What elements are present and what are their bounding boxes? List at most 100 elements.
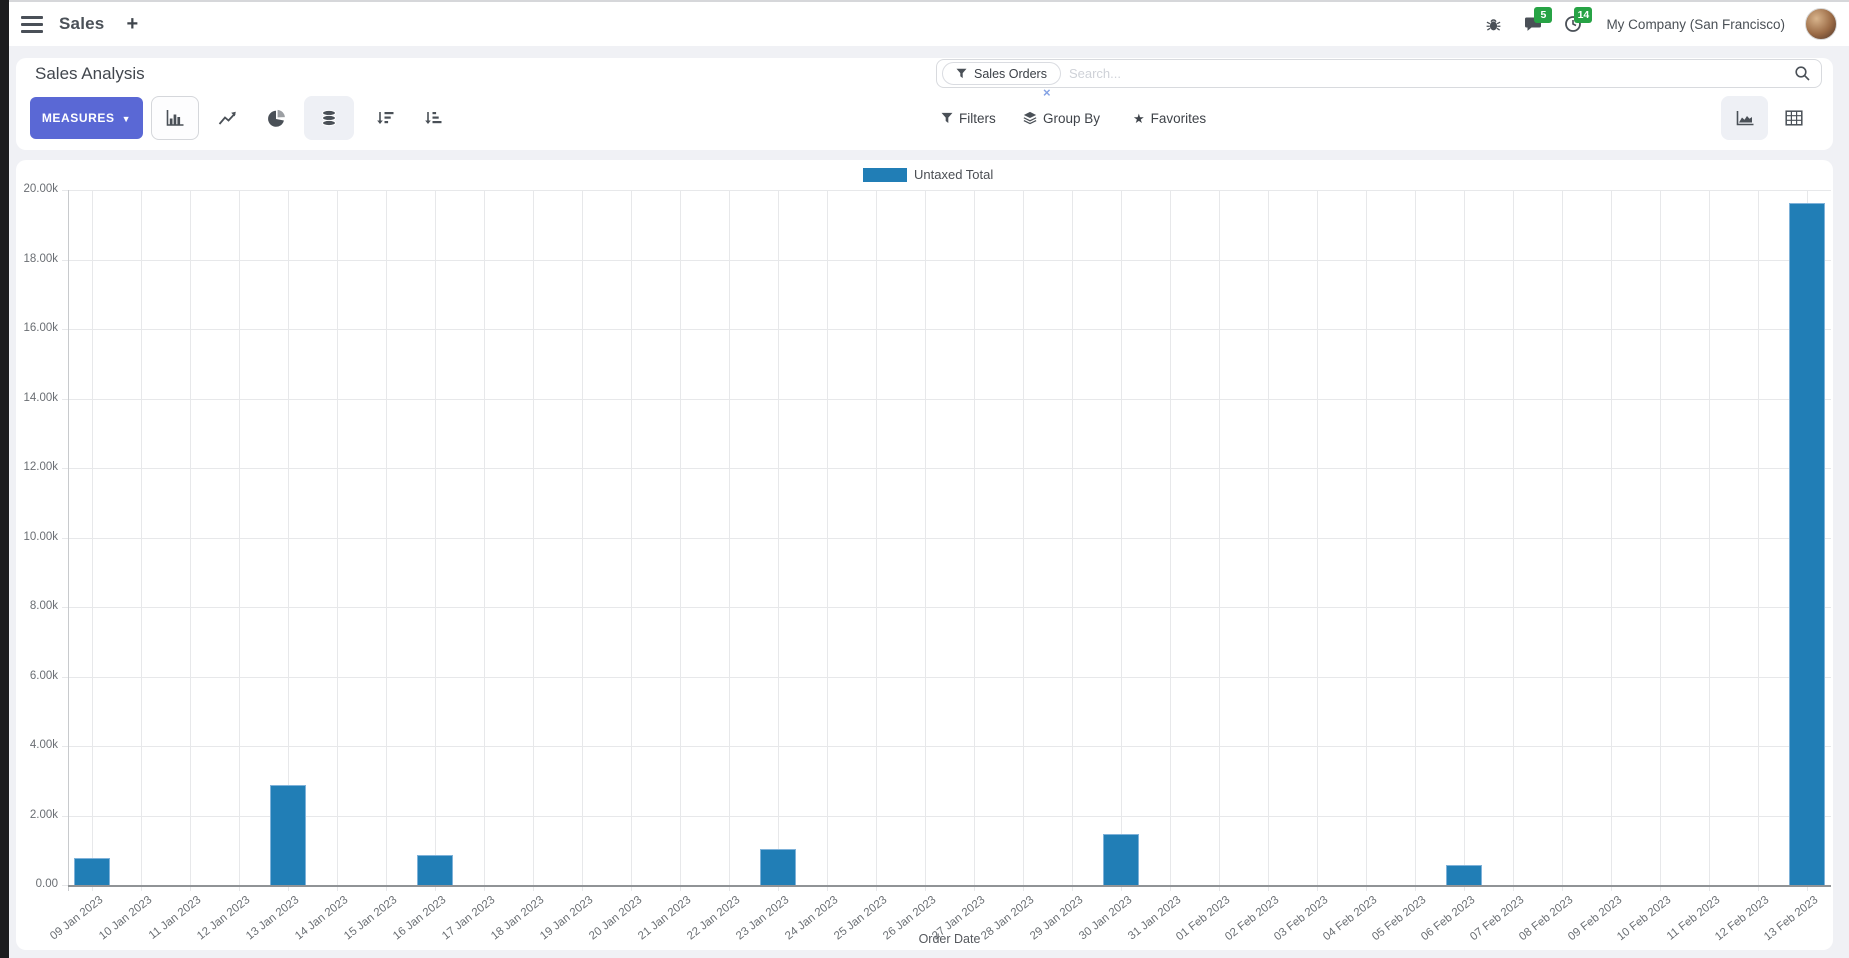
new-tab-plus-button[interactable]: + bbox=[126, 13, 139, 35]
y-tick-label: 20.00k bbox=[23, 183, 58, 195]
y-tick-label: 6.00k bbox=[29, 669, 58, 682]
window-top-edge bbox=[0, 0, 1849, 2]
x-gridline bbox=[1562, 190, 1563, 891]
bar-chart-icon bbox=[166, 110, 184, 126]
y-tick-label: 2.00k bbox=[29, 808, 58, 821]
x-gridline bbox=[533, 190, 534, 891]
stacked-database-icon bbox=[322, 109, 336, 127]
top-navbar: Sales + 5 14 My Company (San Francisco) bbox=[9, 2, 1849, 46]
y-gridline bbox=[62, 468, 1831, 469]
x-gridline bbox=[631, 190, 632, 891]
search-input[interactable] bbox=[1068, 66, 1794, 81]
legend-item[interactable]: Untaxed Total bbox=[863, 167, 993, 182]
x-gridline bbox=[1415, 190, 1416, 891]
x-gridline bbox=[925, 190, 926, 891]
x-gridline bbox=[1072, 190, 1073, 891]
x-gridline bbox=[1121, 190, 1122, 891]
y-tick-label: 18.00k bbox=[23, 252, 58, 265]
y-gridline bbox=[62, 815, 1831, 817]
messages-bubble-icon[interactable]: 5 bbox=[1520, 7, 1553, 39]
line-chart-icon bbox=[218, 111, 236, 125]
x-gridline bbox=[1317, 190, 1318, 891]
favorites-button[interactable]: ★ Favorites bbox=[1133, 109, 1206, 127]
stacked-toggle-button[interactable] bbox=[304, 96, 354, 140]
x-gridline bbox=[729, 190, 730, 891]
y-gridline bbox=[62, 259, 1831, 261]
activities-clock-icon[interactable]: 14 bbox=[1560, 7, 1593, 39]
apps-menu-icon[interactable] bbox=[21, 15, 43, 33]
x-gridline bbox=[288, 190, 289, 891]
filter-funnel-icon bbox=[956, 68, 967, 79]
legend-label: Untaxed Total bbox=[914, 167, 994, 182]
bar-06-feb-2023[interactable] bbox=[1446, 864, 1482, 885]
bar-13-feb-2023[interactable] bbox=[1789, 202, 1825, 885]
x-gridline bbox=[1660, 190, 1661, 891]
x-gridline bbox=[1268, 190, 1269, 891]
y-tick-label: 12.00k bbox=[23, 461, 58, 473]
facet-remove-icon[interactable]: × bbox=[1043, 85, 1051, 100]
x-gridline bbox=[1513, 190, 1514, 891]
bar-13-jan-2023[interactable] bbox=[270, 784, 306, 885]
x-gridline bbox=[1219, 190, 1220, 891]
graph-view-button[interactable] bbox=[1721, 96, 1768, 140]
y-gridline bbox=[62, 676, 1831, 678]
y-tick-label: 0.00 bbox=[35, 878, 58, 890]
x-gridline bbox=[386, 190, 387, 891]
x-axis-line bbox=[68, 885, 1831, 887]
legend-swatch bbox=[863, 167, 907, 182]
search-bar[interactable]: Sales Orders bbox=[936, 59, 1822, 88]
bar-16-jan-2023[interactable] bbox=[417, 855, 453, 885]
x-gridline bbox=[92, 190, 93, 891]
search-icon[interactable] bbox=[1794, 65, 1811, 82]
sort-ascending-button[interactable] bbox=[409, 96, 457, 140]
bar-09-jan-2023[interactable] bbox=[74, 857, 110, 885]
y-tick-label: 10.00k bbox=[23, 530, 58, 543]
x-gridline bbox=[141, 190, 142, 891]
app-name[interactable]: Sales bbox=[59, 14, 105, 33]
x-axis-title: Order Date bbox=[918, 932, 981, 946]
y-tick-label: 8.00k bbox=[29, 600, 58, 612]
sort-descending-button[interactable] bbox=[361, 96, 409, 140]
filters-button[interactable]: Filters bbox=[941, 109, 996, 127]
star-icon: ★ bbox=[1133, 110, 1145, 126]
y-gridline bbox=[62, 398, 1831, 400]
user-avatar[interactable] bbox=[1805, 8, 1837, 40]
search-facet-sales-orders[interactable]: Sales Orders bbox=[942, 62, 1061, 85]
bar-30-jan-2023[interactable] bbox=[1103, 833, 1139, 885]
activities-count-badge: 14 bbox=[1574, 7, 1593, 23]
bar-23-jan-2023[interactable] bbox=[760, 848, 796, 885]
debug-bug-icon[interactable] bbox=[1480, 9, 1506, 39]
sort-descending-icon bbox=[377, 112, 394, 124]
x-gridline bbox=[582, 190, 583, 891]
group-by-button[interactable]: Group By bbox=[1023, 109, 1100, 127]
sort-ascending-icon bbox=[425, 112, 442, 124]
company-switcher[interactable]: My Company (San Francisco) bbox=[1606, 16, 1785, 32]
y-tick-label: 14.00k bbox=[23, 391, 58, 404]
x-gridline bbox=[190, 190, 191, 891]
area-chart-icon bbox=[1736, 111, 1753, 126]
x-gridline bbox=[827, 190, 828, 891]
control-panel: Sales Analysis MEASURES ▼ bbox=[16, 58, 1833, 150]
measures-button[interactable]: MEASURES ▼ bbox=[30, 97, 143, 139]
pivot-table-icon bbox=[1785, 110, 1803, 126]
graph-view: Untaxed Total 0.00 2.00k 4.00k 6.00k 8.00k 10… bbox=[16, 160, 1833, 950]
y-gridline bbox=[62, 329, 1831, 330]
y-axis-line bbox=[68, 190, 69, 891]
facet-label: Sales Orders bbox=[974, 66, 1047, 81]
x-gridline bbox=[1611, 190, 1612, 891]
x-gridline bbox=[1709, 190, 1710, 891]
group-by-label: Group By bbox=[1043, 110, 1101, 126]
y-gridline bbox=[62, 537, 1831, 539]
x-gridline bbox=[974, 190, 975, 891]
layers-icon bbox=[1023, 111, 1037, 125]
bar-chart-mode-button[interactable] bbox=[151, 96, 199, 140]
x-gridline bbox=[1758, 190, 1759, 891]
y-tick-label: 4.00k bbox=[29, 739, 58, 751]
pie-chart-icon bbox=[267, 109, 285, 127]
line-chart-mode-button[interactable] bbox=[204, 96, 252, 140]
filter-funnel-icon bbox=[941, 112, 953, 124]
pie-chart-mode-button[interactable] bbox=[252, 96, 300, 140]
y-gridline bbox=[62, 746, 1831, 747]
pivot-view-button[interactable] bbox=[1772, 96, 1816, 140]
chevron-down-icon: ▼ bbox=[121, 114, 132, 124]
